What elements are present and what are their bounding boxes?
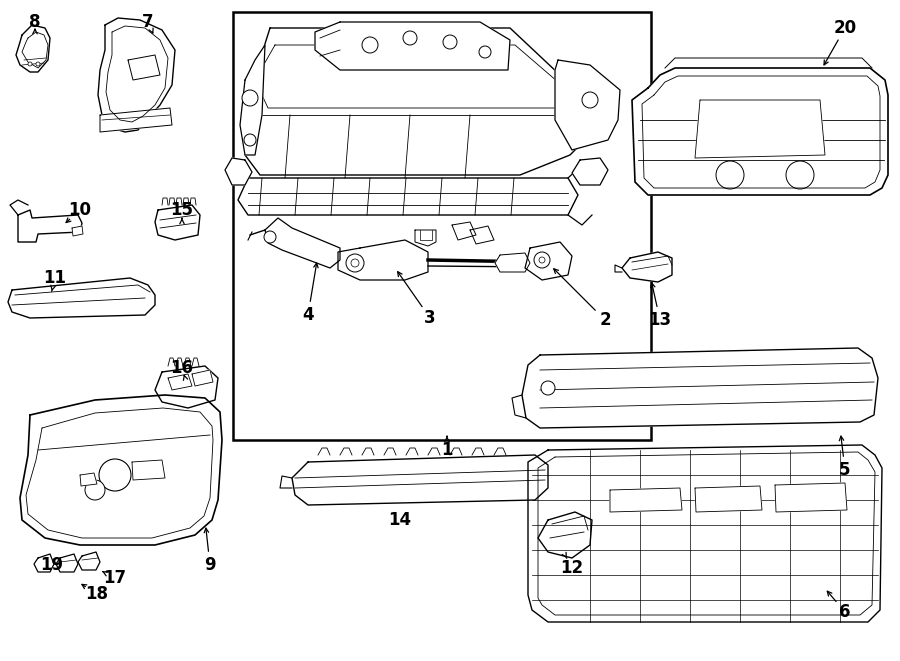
Text: 2: 2 [599,311,611,329]
Polygon shape [522,348,878,428]
Polygon shape [452,222,476,240]
Text: 18: 18 [86,585,109,603]
Circle shape [582,92,598,108]
Circle shape [541,381,555,395]
Polygon shape [265,218,340,268]
Circle shape [786,161,814,189]
Circle shape [539,257,545,263]
Text: 5: 5 [839,461,850,479]
Polygon shape [8,278,155,318]
Circle shape [716,161,744,189]
Circle shape [242,90,258,106]
Polygon shape [155,366,218,408]
Text: 7: 7 [142,13,154,31]
Text: 17: 17 [104,569,127,587]
Circle shape [264,231,276,243]
Polygon shape [128,55,160,80]
Polygon shape [240,45,265,155]
Polygon shape [338,240,428,280]
Polygon shape [18,210,82,242]
Circle shape [534,252,550,268]
Circle shape [443,35,457,49]
Text: 19: 19 [40,556,64,574]
Polygon shape [495,253,530,272]
Polygon shape [56,554,78,572]
Polygon shape [34,554,54,572]
Polygon shape [528,445,882,622]
Circle shape [99,459,131,491]
Polygon shape [192,370,213,386]
Text: 20: 20 [833,19,857,37]
Polygon shape [415,230,436,246]
Polygon shape [538,512,592,558]
Polygon shape [632,68,888,195]
Polygon shape [72,226,83,236]
Polygon shape [525,242,572,280]
Polygon shape [78,552,100,570]
Polygon shape [315,22,510,70]
Text: 9: 9 [204,556,216,574]
Circle shape [479,46,491,58]
Polygon shape [470,226,494,244]
Polygon shape [225,158,252,185]
Text: 14: 14 [389,511,411,529]
Text: 15: 15 [170,201,194,219]
Polygon shape [238,178,578,215]
Polygon shape [555,60,620,150]
Text: 3: 3 [424,309,436,327]
Text: 12: 12 [561,559,583,577]
Polygon shape [155,205,200,240]
Text: 8: 8 [29,13,40,31]
Polygon shape [132,460,165,480]
Circle shape [85,480,105,500]
Polygon shape [80,473,97,486]
Text: 16: 16 [170,359,194,377]
Polygon shape [292,455,548,505]
Polygon shape [245,28,610,175]
Circle shape [346,254,364,272]
Circle shape [362,37,378,53]
Polygon shape [775,483,847,512]
Polygon shape [100,108,172,132]
Circle shape [351,259,359,267]
Text: 11: 11 [43,269,67,287]
Text: 6: 6 [839,603,850,621]
Bar [233,12,651,440]
Text: 13: 13 [648,311,671,329]
Polygon shape [168,374,192,390]
Polygon shape [572,158,608,185]
Circle shape [403,31,417,45]
Polygon shape [695,486,762,512]
Text: 1: 1 [441,441,453,459]
Circle shape [244,134,256,146]
Polygon shape [622,252,672,282]
Circle shape [28,62,32,66]
Circle shape [36,62,40,66]
Polygon shape [16,25,50,72]
Polygon shape [20,395,222,545]
Text: 4: 4 [302,306,314,324]
Text: 10: 10 [68,201,92,219]
Polygon shape [98,18,175,132]
Polygon shape [610,488,682,512]
Polygon shape [695,100,825,158]
